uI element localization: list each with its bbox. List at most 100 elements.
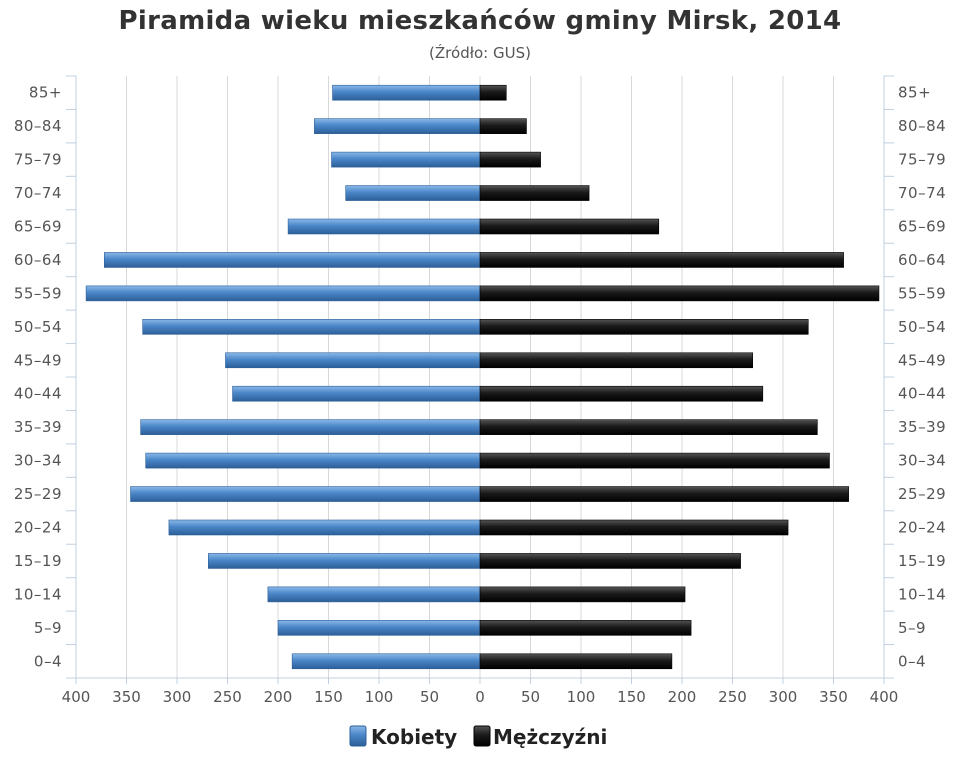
x-tick-label: 400 [62,688,91,706]
category-label-right: 20–24 [898,519,946,537]
bar-men[interactable] [479,519,789,536]
x-tick-label: 50 [521,688,540,706]
bar-men[interactable] [479,118,527,134]
category-label-left: 0–4 [34,652,62,670]
x-tick-label: 350 [112,688,141,706]
category-label-right: 60–64 [898,251,946,269]
x-tick-label: 100 [567,688,596,706]
bar-men[interactable] [479,586,686,603]
bar-women[interactable] [277,620,481,636]
category-label-left: 40–44 [14,385,62,403]
bar-women[interactable] [145,452,481,469]
x-tick-label: 200 [668,688,697,706]
bar-women[interactable] [287,218,481,235]
bar-men[interactable] [479,385,764,402]
bar-men[interactable] [479,653,673,670]
bar-men[interactable] [479,419,818,435]
category-label-left: 15–19 [14,552,62,570]
bar-men[interactable] [479,553,741,569]
category-label-left: 85+ [29,84,62,102]
category-label-right: 40–44 [898,385,946,403]
x-tick-label: 200 [264,688,293,706]
axes [66,75,894,684]
bar-women[interactable] [103,252,481,268]
legend-swatch-men [473,725,491,747]
bar-women[interactable] [291,653,481,670]
category-label-left: 10–14 [14,585,62,603]
category-label-right: 15–19 [898,552,946,570]
bar-men[interactable] [479,452,830,469]
bar-men[interactable] [479,285,880,302]
category-label-left: 65–69 [14,218,62,236]
legend[interactable]: Kobiety Mężczyźni [349,725,607,749]
bar-men[interactable] [479,352,754,369]
legend-label-men: Mężczyźni [493,725,607,749]
category-label-left: 25–29 [14,485,62,503]
bar-women[interactable] [85,285,481,302]
category-label-left: 80–84 [14,117,62,135]
bar-women[interactable] [314,118,481,134]
category-label-right: 80–84 [898,117,946,135]
chart-subtitle: (Źródło: GUS) [429,44,531,62]
bar-women[interactable] [142,319,481,335]
bar-women[interactable] [168,519,481,536]
bar-women[interactable] [225,352,481,369]
category-label-right: 45–49 [898,351,946,369]
category-label-right: 70–74 [898,184,946,202]
x-tick-label: 250 [718,688,747,706]
bar-women[interactable] [345,185,481,201]
legend-swatch-women [349,725,367,747]
bar-women[interactable] [332,84,481,101]
bar-men[interactable] [479,218,660,235]
category-label-right: 50–54 [898,318,946,336]
x-tick-label: 50 [420,688,439,706]
bar-women[interactable] [130,486,481,502]
x-tick-label: 150 [617,688,646,706]
category-label-right: 10–14 [898,585,946,603]
category-labels: 85+ 85+ 80–84 80–84 75–79 75–79 70–74 70–74 65–6… [14,84,946,671]
category-label-left: 55–59 [14,284,62,302]
bar-men[interactable] [479,486,849,502]
x-tick-label: 400 [870,688,899,706]
bar-women[interactable] [208,553,481,569]
category-label-left: 50–54 [14,318,62,336]
x-tick-label: 300 [163,688,192,706]
category-label-left: 75–79 [14,151,62,169]
bar-men[interactable] [479,252,844,268]
x-tick-label: 350 [819,688,848,706]
bar-women[interactable] [232,385,481,402]
legend-item-men[interactable]: Mężczyźni [473,725,607,749]
bars [85,84,880,670]
category-label-right: 35–39 [898,418,946,436]
category-label-right: 5–9 [898,619,926,637]
bar-men[interactable] [479,151,541,168]
x-tick-label: 0 [475,688,485,706]
category-label-left: 45–49 [14,351,62,369]
category-label-left: 30–34 [14,452,62,470]
category-label-right: 55–59 [898,284,946,302]
bar-men[interactable] [479,185,590,201]
bar-women[interactable] [267,586,481,603]
grid-lines [126,76,834,678]
bar-women[interactable] [331,151,481,168]
category-label-right: 85+ [898,84,931,102]
bar-men[interactable] [479,84,507,101]
x-tick-label: 150 [314,688,343,706]
category-label-left: 20–24 [14,519,62,537]
x-tick-labels: 400 350 300 250 200 150 100 50 0 50 100 150 200 250 30… [62,688,899,706]
bar-men[interactable] [479,319,809,335]
bar-men[interactable] [479,620,692,636]
category-label-right: 75–79 [898,151,946,169]
legend-item-women[interactable]: Kobiety [349,725,457,749]
x-tick-label: 250 [213,688,242,706]
category-label-left: 5–9 [34,619,62,637]
category-label-left: 60–64 [14,251,62,269]
bar-women[interactable] [140,419,481,435]
x-tick-label: 100 [365,688,394,706]
category-label-left: 70–74 [14,184,62,202]
chart-title: Piramida wieku mieszkańców gminy Mirsk, … [118,6,842,36]
x-tick-label: 300 [769,688,798,706]
legend-label-women: Kobiety [371,725,457,749]
category-label-right: 30–34 [898,452,946,470]
